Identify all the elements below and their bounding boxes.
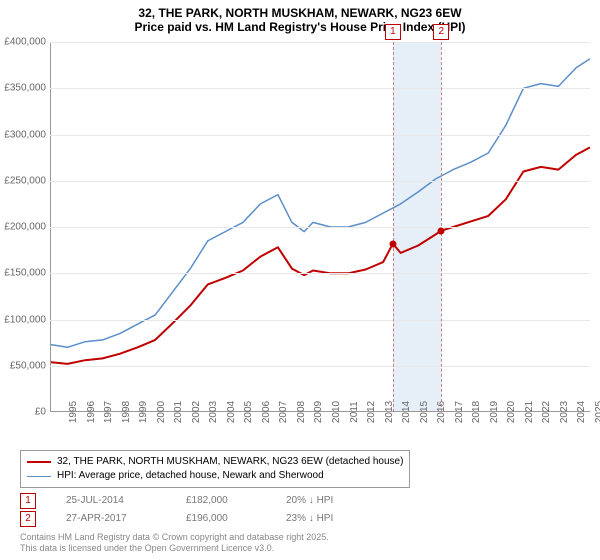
chart-title-block: 32, THE PARK, NORTH MUSKHAM, NEWARK, NG2… — [0, 0, 600, 34]
gridline-h — [50, 273, 590, 274]
marker-vline — [393, 42, 394, 412]
gridline-h — [50, 320, 590, 321]
y-tick-label: £350,000 — [4, 83, 50, 94]
transaction-price: £182,000 — [186, 492, 256, 510]
gridline-h — [50, 366, 590, 367]
license-line-2: This data is licensed under the Open Gov… — [20, 543, 329, 554]
transaction-row: 2 27-APR-2017 £196,000 23% ↓ HPI — [20, 510, 376, 528]
sale-point — [438, 227, 445, 234]
legend-label: 32, THE PARK, NORTH MUSKHAM, NEWARK, NG2… — [57, 455, 403, 469]
transaction-index-box: 2 — [20, 511, 36, 527]
series-hpi — [50, 59, 590, 348]
legend-swatch — [27, 476, 51, 477]
transaction-table: 1 25-JUL-2014 £182,000 20% ↓ HPI 2 27-APR-201… — [20, 492, 376, 528]
transaction-delta: 23% ↓ HPI — [286, 510, 376, 528]
y-tick-label: £400,000 — [4, 37, 50, 48]
title-line-2: Price paid vs. HM Land Registry's House … — [0, 20, 600, 34]
gridline-h — [50, 227, 590, 228]
y-tick-label: £0 — [35, 407, 50, 418]
transaction-date: 25-JUL-2014 — [66, 492, 156, 510]
legend: 32, THE PARK, NORTH MUSKHAM, NEWARK, NG2… — [20, 450, 410, 488]
y-tick-label: £200,000 — [4, 222, 50, 233]
gridline-h — [50, 135, 590, 136]
gridline-h — [50, 42, 590, 43]
y-tick-label: £50,000 — [10, 360, 50, 371]
x-tick-label: 2025 — [576, 401, 600, 423]
transaction-price: £196,000 — [186, 510, 256, 528]
marker-index-box: 2 — [433, 24, 449, 40]
legend-swatch — [27, 461, 51, 463]
y-tick-label: £100,000 — [4, 314, 50, 325]
legend-item: HPI: Average price, detached house, Newa… — [27, 469, 403, 483]
legend-label: HPI: Average price, detached house, Newa… — [57, 469, 324, 483]
transaction-index-box: 1 — [20, 493, 36, 509]
sale-point — [389, 240, 396, 247]
legend-item: 32, THE PARK, NORTH MUSKHAM, NEWARK, NG2… — [27, 455, 403, 469]
title-line-1: 32, THE PARK, NORTH MUSKHAM, NEWARK, NG2… — [0, 6, 600, 20]
y-tick-label: £250,000 — [4, 175, 50, 186]
y-tick-label: £300,000 — [4, 129, 50, 140]
marker-index-box: 1 — [385, 24, 401, 40]
gridline-h — [50, 88, 590, 89]
gridline-h — [50, 181, 590, 182]
transaction-date: 27-APR-2017 — [66, 510, 156, 528]
chart-plot-area: £0£50,000£100,000£150,000£200,000£250,00… — [50, 42, 590, 412]
license-text: Contains HM Land Registry data © Crown c… — [20, 532, 329, 554]
license-line-1: Contains HM Land Registry data © Crown c… — [20, 532, 329, 543]
transaction-delta: 20% ↓ HPI — [286, 492, 376, 510]
y-tick-label: £150,000 — [4, 268, 50, 279]
transaction-row: 1 25-JUL-2014 £182,000 20% ↓ HPI — [20, 492, 376, 510]
